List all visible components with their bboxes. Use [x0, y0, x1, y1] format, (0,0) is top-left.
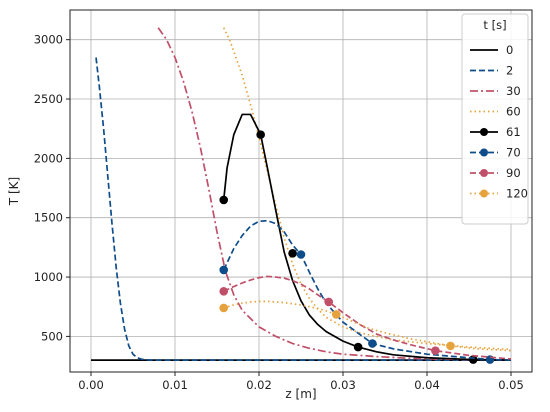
series-line — [223, 275, 512, 360]
legend-items: 0 2 30 60 61 70 90 120 — [470, 43, 528, 201]
legend-marker — [480, 128, 488, 136]
y-tick-label: 3000 — [34, 33, 63, 47]
series-30 — [157, 27, 512, 361]
legend-marker — [480, 189, 488, 198]
legend-label: 61 — [506, 125, 521, 139]
series-marker — [288, 249, 297, 258]
legend-item: 90 — [470, 166, 521, 180]
series-line — [222, 113, 512, 361]
y-axis-label: T [K] — [7, 177, 21, 206]
x-tick-label: 0.01 — [162, 378, 188, 392]
x-axis-ticks: 0.00 0.01 0.02 0.03 0.04 0.05 — [78, 372, 524, 392]
y-axis-ticks: 500 1000 1500 2000 2500 3000 — [34, 33, 70, 343]
series-line — [95, 57, 511, 361]
legend-label: 70 — [506, 146, 521, 160]
series-marker — [219, 286, 229, 296]
legend-label: 90 — [506, 166, 521, 180]
series-marker — [353, 342, 363, 352]
legend-item: 60 — [470, 105, 521, 119]
series-2 — [95, 57, 511, 361]
x-axis-label: z [m] — [285, 387, 316, 401]
x-tick-label: 0.00 — [78, 378, 104, 392]
legend-marker — [480, 169, 488, 177]
x-tick-label: 0.03 — [330, 378, 356, 392]
legend-item: 61 — [470, 125, 521, 139]
x-tick-label: 0.04 — [414, 378, 440, 392]
series-90 — [219, 275, 512, 360]
legend-label: 120 — [506, 187, 528, 201]
y-tick-label: 1500 — [34, 211, 63, 225]
series-marker — [219, 303, 229, 313]
x-tick-label: 0.02 — [246, 378, 272, 392]
series-line — [157, 27, 512, 361]
y-tick-label: 2000 — [34, 151, 63, 165]
legend-item: 120 — [470, 187, 528, 201]
legend-label: 60 — [506, 105, 521, 119]
legend-box — [461, 13, 529, 225]
legend-item: 2 — [470, 64, 513, 78]
series-marker — [431, 346, 440, 355]
series-marker — [331, 310, 341, 319]
y-tick-label: 500 — [41, 329, 63, 343]
x-tick-label: 0.05 — [498, 378, 524, 392]
series-marker — [296, 250, 306, 259]
series-marker — [324, 297, 334, 307]
series-marker — [256, 130, 265, 139]
legend-item: 30 — [470, 84, 521, 98]
legend-title: t [s] — [483, 18, 506, 32]
plot-frame — [69, 9, 533, 373]
series-120 — [219, 300, 512, 352]
series-70 — [219, 219, 512, 364]
series-marker — [219, 195, 229, 205]
series-marker — [219, 265, 229, 275]
series-line — [223, 300, 512, 352]
legend-label: 2 — [506, 64, 513, 78]
series-61 — [219, 113, 512, 364]
series-layer — [91, 27, 512, 364]
legend-item: 70 — [470, 146, 521, 160]
legend-item: 0 — [470, 43, 513, 57]
legend-label: 0 — [506, 43, 513, 57]
legend-marker — [480, 148, 488, 157]
y-tick-label: 2500 — [34, 92, 63, 106]
series-line — [222, 219, 512, 361]
y-tick-label: 1000 — [34, 270, 63, 284]
legend-label: 30 — [506, 84, 521, 98]
series-marker — [368, 339, 377, 348]
series-marker — [446, 341, 455, 351]
legend: t [s] 0 2 30 60 61 70 90 120 — [461, 13, 529, 225]
